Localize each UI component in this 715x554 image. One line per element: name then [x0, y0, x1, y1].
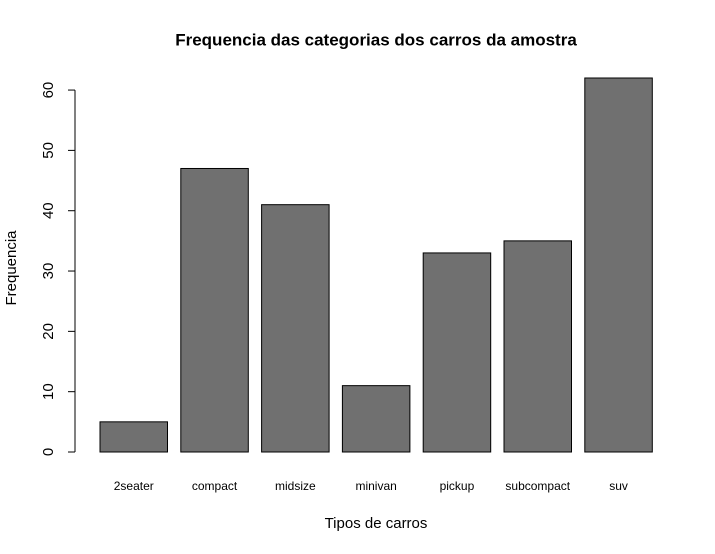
- y-tick-label: 30: [40, 263, 57, 280]
- y-tick-label: 50: [40, 142, 57, 159]
- x-tick-label: minivan: [355, 479, 396, 493]
- chart-title: Frequencia das categorias dos carros da …: [175, 30, 577, 49]
- bar: [99, 421, 168, 453]
- x-tick-label: suv: [609, 479, 628, 493]
- x-axis-label: Tipos de carros: [325, 515, 428, 532]
- x-tick-label: pickup: [440, 479, 475, 493]
- bar: [341, 385, 411, 453]
- x-tick-label: subcompact: [505, 479, 570, 493]
- y-tick-label: 20: [40, 323, 57, 340]
- x-tick-label: compact: [192, 479, 238, 493]
- bar: [503, 240, 572, 453]
- y-tick-label: 40: [40, 202, 57, 219]
- bar: [422, 252, 492, 453]
- y-tick-label: 60: [40, 82, 57, 99]
- x-tick-label: midsize: [275, 479, 316, 493]
- y-tick-label: 0: [40, 448, 57, 456]
- y-axis-label: Frequencia: [3, 230, 20, 306]
- bar: [261, 204, 330, 453]
- y-tick-label: 10: [40, 383, 57, 400]
- bar: [584, 77, 653, 453]
- bar: [180, 167, 249, 453]
- x-tick-label: 2seater: [114, 479, 154, 493]
